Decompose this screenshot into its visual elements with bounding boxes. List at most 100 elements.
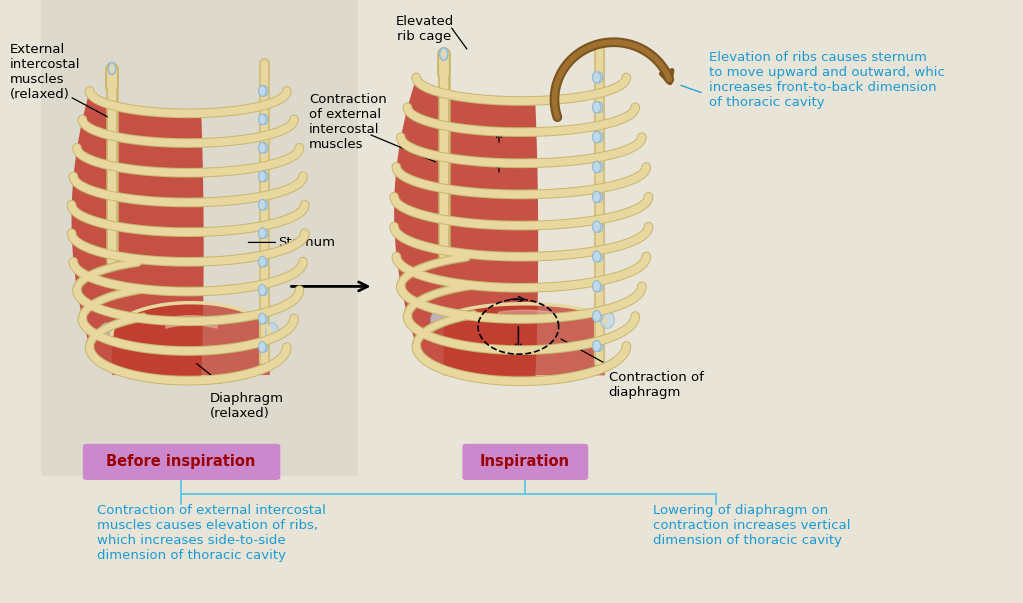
- FancyBboxPatch shape: [462, 444, 588, 480]
- Ellipse shape: [592, 221, 601, 232]
- Ellipse shape: [261, 314, 268, 324]
- Ellipse shape: [100, 323, 113, 339]
- Ellipse shape: [262, 201, 267, 208]
- Text: Contraction
of external
intercostal
muscles: Contraction of external intercostal musc…: [309, 93, 387, 151]
- Polygon shape: [444, 304, 605, 375]
- Ellipse shape: [259, 228, 266, 239]
- Ellipse shape: [262, 259, 267, 265]
- Ellipse shape: [261, 342, 268, 352]
- Ellipse shape: [259, 313, 266, 324]
- Ellipse shape: [262, 116, 267, 122]
- Ellipse shape: [595, 311, 603, 321]
- Ellipse shape: [596, 313, 602, 320]
- Polygon shape: [394, 227, 538, 288]
- Ellipse shape: [592, 131, 601, 143]
- Ellipse shape: [266, 323, 278, 339]
- Polygon shape: [83, 91, 203, 143]
- Ellipse shape: [262, 145, 267, 151]
- Text: Inspiration: Inspiration: [480, 455, 570, 469]
- Ellipse shape: [595, 132, 603, 142]
- Ellipse shape: [596, 223, 602, 230]
- Ellipse shape: [262, 230, 267, 236]
- Polygon shape: [83, 318, 203, 380]
- Text: Before inspiration: Before inspiration: [106, 455, 256, 469]
- Polygon shape: [112, 303, 270, 375]
- Ellipse shape: [595, 72, 603, 83]
- Polygon shape: [77, 119, 203, 172]
- Ellipse shape: [431, 311, 445, 329]
- Polygon shape: [74, 148, 204, 203]
- Polygon shape: [72, 233, 204, 292]
- Polygon shape: [407, 316, 536, 381]
- Text: Elevated
rib cage: Elevated rib cage: [396, 15, 453, 43]
- Text: External
intercostal
muscles
(relaxed): External intercostal muscles (relaxed): [10, 43, 81, 101]
- Ellipse shape: [595, 221, 603, 232]
- Ellipse shape: [596, 104, 602, 111]
- Text: Contraction of external intercostal
muscles causes elevation of ribs,
which incr: Contraction of external intercostal musc…: [97, 504, 326, 561]
- Ellipse shape: [262, 287, 267, 294]
- Ellipse shape: [441, 50, 446, 58]
- Ellipse shape: [596, 343, 602, 349]
- Ellipse shape: [261, 256, 268, 267]
- Text: Elevation of ribs causes sternum
to move upward and outward, whic
increases fron: Elevation of ribs causes sternum to move…: [709, 51, 945, 109]
- Ellipse shape: [259, 285, 266, 295]
- Ellipse shape: [592, 311, 601, 322]
- Ellipse shape: [592, 340, 601, 352]
- Ellipse shape: [261, 143, 268, 153]
- Ellipse shape: [592, 251, 601, 262]
- Ellipse shape: [259, 114, 266, 125]
- Ellipse shape: [262, 344, 267, 350]
- Ellipse shape: [262, 87, 267, 94]
- Ellipse shape: [262, 315, 267, 322]
- Polygon shape: [394, 197, 538, 257]
- Ellipse shape: [592, 191, 601, 203]
- Polygon shape: [401, 286, 537, 350]
- Ellipse shape: [261, 171, 268, 182]
- Ellipse shape: [596, 163, 602, 171]
- Polygon shape: [72, 176, 204, 232]
- Ellipse shape: [595, 281, 603, 292]
- Ellipse shape: [259, 171, 266, 182]
- Ellipse shape: [592, 280, 601, 292]
- Ellipse shape: [109, 65, 115, 72]
- Text: Diaphragm
(relaxed): Diaphragm (relaxed): [210, 392, 283, 420]
- Polygon shape: [74, 262, 204, 321]
- Ellipse shape: [261, 114, 268, 125]
- Text: Contraction of
diaphragm: Contraction of diaphragm: [609, 371, 704, 399]
- Ellipse shape: [595, 251, 603, 262]
- Ellipse shape: [595, 341, 603, 352]
- Ellipse shape: [592, 102, 601, 113]
- Ellipse shape: [596, 253, 602, 260]
- Ellipse shape: [595, 102, 603, 113]
- Polygon shape: [407, 77, 536, 132]
- Bar: [41, 0, 358, 476]
- Ellipse shape: [596, 283, 602, 289]
- Ellipse shape: [596, 74, 602, 81]
- Ellipse shape: [108, 63, 116, 75]
- Ellipse shape: [596, 134, 602, 140]
- Ellipse shape: [596, 194, 602, 200]
- Text: Lowering of diaphragm on
contraction increases vertical
dimension of thoracic ca: Lowering of diaphragm on contraction inc…: [653, 504, 850, 546]
- FancyBboxPatch shape: [83, 444, 280, 480]
- Ellipse shape: [595, 191, 603, 202]
- Ellipse shape: [259, 86, 266, 96]
- Ellipse shape: [261, 285, 268, 295]
- Ellipse shape: [595, 162, 603, 172]
- Ellipse shape: [259, 200, 266, 210]
- Ellipse shape: [440, 48, 448, 60]
- Polygon shape: [396, 256, 538, 319]
- Ellipse shape: [259, 256, 266, 267]
- Ellipse shape: [261, 86, 268, 96]
- Ellipse shape: [262, 173, 267, 180]
- Ellipse shape: [592, 72, 601, 83]
- Ellipse shape: [259, 342, 266, 352]
- Polygon shape: [394, 167, 538, 226]
- Polygon shape: [77, 290, 203, 351]
- Ellipse shape: [259, 142, 266, 153]
- Ellipse shape: [261, 228, 268, 238]
- Ellipse shape: [261, 200, 268, 210]
- Polygon shape: [396, 137, 538, 194]
- Polygon shape: [401, 107, 537, 163]
- Text: Sternum: Sternum: [278, 236, 336, 249]
- Ellipse shape: [592, 161, 601, 172]
